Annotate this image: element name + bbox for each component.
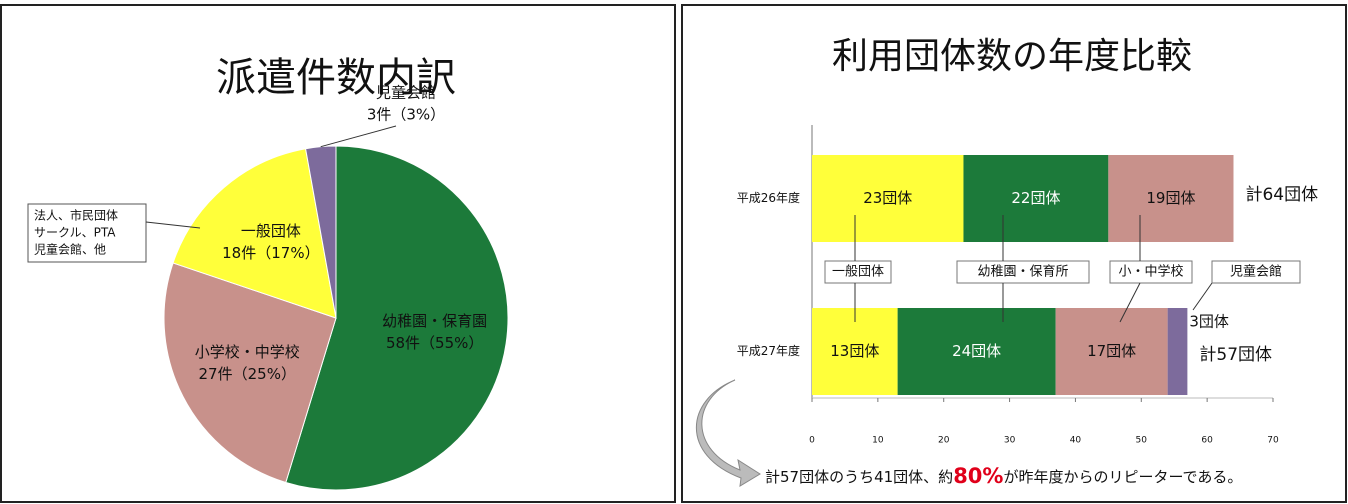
legend-box	[824, 260, 892, 284]
value-label: 24団体	[952, 342, 1001, 360]
value-label: 23団体	[863, 189, 912, 207]
slice-label: 一般団体	[241, 222, 301, 240]
category-label: 平成27年度	[737, 343, 800, 358]
slice-value-label: 18件（17%）	[222, 244, 319, 262]
value-label: 22団体	[1011, 189, 1060, 207]
arrow-icon	[695, 379, 761, 487]
annotation-line: 児童会館、他	[34, 242, 106, 257]
annotation-box	[27, 203, 147, 263]
legend-connector	[1192, 282, 1213, 311]
note: 計57団体のうち41団体、約80%が昨年度からのリピーターである。	[765, 464, 1242, 488]
legend-box	[1109, 260, 1193, 284]
value-label: 13団体	[830, 342, 879, 360]
pie-slice	[163, 262, 337, 484]
right-panel	[681, 4, 1347, 503]
slice-label: 児童会館	[376, 84, 436, 102]
annotation-line: サークル、PTA	[34, 226, 116, 240]
x-tick-label: 70	[1267, 436, 1279, 446]
category-label: 平成26年度	[737, 190, 800, 205]
bar-segment	[1167, 308, 1188, 395]
x-tick-label: 0	[809, 436, 815, 446]
total-label: 計64団体	[1245, 185, 1318, 205]
note-part: が昨年度からのリピーターである。	[1003, 468, 1242, 486]
annotation-leader	[145, 221, 201, 229]
note-part: 80%	[953, 464, 1003, 488]
slice-label: 小学校・中学校	[195, 343, 300, 361]
bar-segment	[812, 155, 964, 242]
left-panel	[0, 4, 676, 503]
legend-connector	[1119, 282, 1141, 323]
x-tick-label: 20	[938, 436, 950, 446]
note-part: 計57団体のうち41団体、約	[765, 468, 953, 486]
bar-segment	[1055, 308, 1168, 395]
total-label: 計57団体	[1199, 345, 1272, 365]
value-label: 17団体	[1087, 342, 1136, 360]
bar-segment	[812, 308, 898, 395]
x-tick-label: 30	[1004, 436, 1016, 446]
slice-value-label: 27件（25%）	[199, 365, 296, 383]
bar-segment	[897, 308, 1056, 395]
bar-segment	[963, 155, 1109, 242]
slice-label: 幼稚園・保育園	[382, 312, 487, 330]
legend-label: 児童会館	[1230, 264, 1282, 280]
pie-slice	[285, 145, 509, 491]
x-tick-label: 40	[1070, 436, 1082, 446]
legend-label: 一般団体	[832, 264, 884, 280]
leader-line	[320, 125, 397, 148]
bar-segment	[1108, 155, 1234, 242]
legend-box	[1211, 260, 1301, 284]
slice-value-label: 58件（55%）	[386, 334, 483, 352]
x-tick-label: 60	[1201, 436, 1213, 446]
x-tick-label: 10	[872, 436, 884, 446]
legend-label: 小・中学校	[1118, 264, 1183, 280]
value-label: 3団体	[1189, 313, 1229, 331]
value-label: 19団体	[1146, 189, 1195, 207]
pie-slice	[172, 148, 337, 319]
legend-label: 幼稚園・保育所	[977, 264, 1068, 280]
annotation-line: 法人、市民団体	[34, 208, 118, 223]
x-tick-label: 50	[1136, 436, 1148, 446]
slice-value-label: 3件（3%）	[367, 106, 445, 124]
legend-box	[956, 260, 1090, 284]
pie-title: 派遣件数内訳	[216, 55, 456, 101]
bar-title: 利用団体数の年度比較	[832, 36, 1192, 77]
